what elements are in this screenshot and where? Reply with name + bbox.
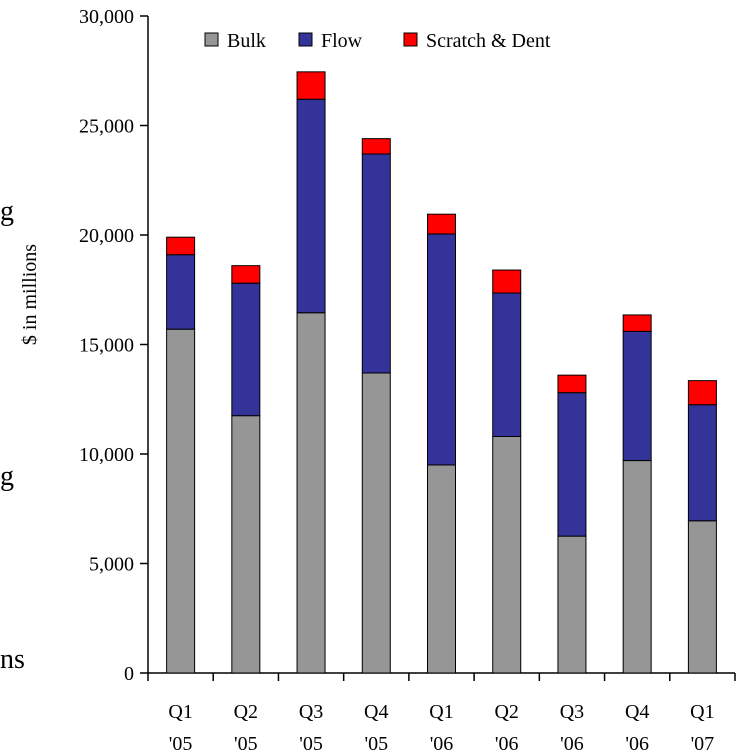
bar-segment-bulk xyxy=(557,535,587,674)
bar-segment-flow xyxy=(492,292,522,437)
legend: Bulk Flow Scratch & Dent xyxy=(204,30,551,52)
y-tick-label: 10,000 xyxy=(79,444,134,466)
x-tick-label-year: '05 xyxy=(364,733,388,755)
bar-segment-scratch-dent xyxy=(427,213,456,235)
y-tick-label: 0 xyxy=(124,663,134,685)
bar-segment-bulk xyxy=(296,312,326,674)
bar-segment-bulk xyxy=(166,328,196,674)
x-tick-label-year: '06 xyxy=(625,733,649,755)
x-tick-label: Q1 xyxy=(690,701,714,723)
legend-label: Flow xyxy=(321,30,363,52)
legend-label: Scratch & Dent xyxy=(426,30,551,52)
x-tick-label: Q3 xyxy=(299,701,323,723)
x-tick-label: Q1 xyxy=(168,701,192,723)
legend-swatch xyxy=(204,32,219,47)
x-tick-label-year: '06 xyxy=(560,733,584,755)
bar-segment-bulk xyxy=(231,415,261,674)
x-axis: Q1 '05 Q2 '05 Q3 '05 Q4 '05 Q1 '06 Q2 '06 Q3 '06 Q4 '06… xyxy=(147,672,736,755)
bar-segment-flow xyxy=(296,98,326,314)
x-tick-label: Q1 xyxy=(429,701,453,723)
legend-label: Bulk xyxy=(227,30,266,52)
bars-group xyxy=(166,71,717,674)
x-tick-label: Q4 xyxy=(625,701,649,723)
bar-segment-scratch-dent xyxy=(361,138,391,155)
bar-segment-scratch-dent xyxy=(492,269,522,294)
x-tick-label-year: '05 xyxy=(299,733,323,755)
bar-segment-bulk xyxy=(687,520,717,674)
bar-segment-scratch-dent xyxy=(557,374,587,394)
bar-segment-bulk xyxy=(492,435,522,674)
x-tick-label: Q2 xyxy=(234,701,258,723)
bar-segment-scratch-dent xyxy=(687,380,717,406)
x-tick-label: Q4 xyxy=(364,701,388,723)
left-edge-fragments: g g ns xyxy=(0,196,25,675)
edge-fragment: ns xyxy=(0,644,25,675)
x-tick-label-year: '05 xyxy=(169,733,193,755)
bar-segment-flow xyxy=(231,282,261,417)
bar-segment-scratch-dent xyxy=(166,236,196,256)
y-tick-label: 5,000 xyxy=(89,554,134,576)
y-tick-label: 30,000 xyxy=(79,6,134,28)
y-axis: 0 5,000 10,000 15,000 20,000 25,000 30,000 xyxy=(79,6,149,685)
x-tick-label-year: '06 xyxy=(495,733,519,755)
bar-segment-flow xyxy=(687,404,717,522)
legend-swatch xyxy=(403,32,418,47)
bar-segment-bulk xyxy=(361,372,391,674)
y-axis-title: $ in millions xyxy=(19,244,41,345)
edge-fragment: g xyxy=(0,196,14,227)
bar-segment-flow xyxy=(622,330,652,462)
x-tick-label: Q2 xyxy=(494,701,518,723)
y-tick-label: 15,000 xyxy=(79,335,134,357)
legend-swatch xyxy=(298,32,313,47)
y-tick-label: 20,000 xyxy=(79,225,134,247)
bar-segment-scratch-dent xyxy=(296,71,326,100)
bar-segment-bulk xyxy=(622,460,652,674)
bar-segment-flow xyxy=(557,392,587,537)
bar-segment-scratch-dent xyxy=(622,314,652,332)
x-tick-label-year: '06 xyxy=(430,733,454,755)
bar-segment-flow xyxy=(361,153,391,374)
bar-segment-flow xyxy=(166,254,196,330)
y-tick-label: 25,000 xyxy=(79,116,134,138)
x-tick-label-year: '07 xyxy=(691,733,715,755)
bar-segment-flow xyxy=(427,233,456,466)
x-tick-label: Q3 xyxy=(560,701,584,723)
x-tick-label-year: '05 xyxy=(234,733,258,755)
bar-segment-scratch-dent xyxy=(231,265,261,284)
bar-segment-bulk xyxy=(427,464,456,674)
edge-fragment: g xyxy=(0,461,14,492)
